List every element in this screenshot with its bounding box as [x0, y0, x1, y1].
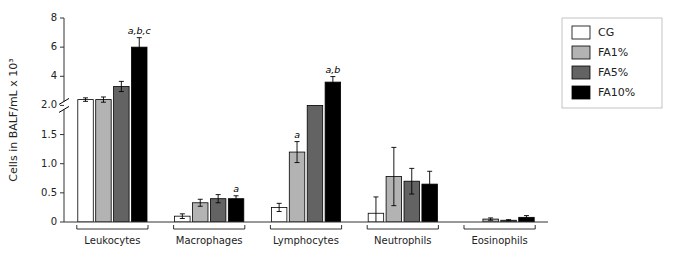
y-tick — [60, 192, 64, 193]
bar — [78, 100, 93, 222]
y-tick — [60, 163, 64, 164]
legend-frame — [562, 18, 662, 108]
y-tick — [60, 76, 64, 77]
category-bracket — [174, 225, 245, 229]
axis-break-mark — [59, 98, 69, 104]
category-bracket — [367, 225, 438, 229]
error-bar — [277, 203, 282, 211]
x-tick-label: Leukocytes — [84, 235, 140, 246]
y-tick-label: 6 — [51, 41, 57, 52]
y-tick — [60, 47, 64, 48]
bar — [307, 105, 322, 222]
chart: 0 0.5 1.0 1.5 2.0 4 6 8 Cells in BALF/mL x 10³ Le… — [0, 0, 678, 265]
category-bracket — [77, 225, 148, 229]
y-tick-label: 0 — [51, 216, 57, 227]
legend: CG FA1% FA5% FA10% — [562, 18, 662, 108]
error-bar — [373, 197, 378, 222]
legend-swatch — [572, 86, 590, 99]
x-tick-label: Macrophages — [176, 235, 243, 246]
error-bar — [216, 195, 221, 203]
error-bar — [101, 97, 106, 102]
error-bar — [119, 81, 124, 91]
legend-label: CG — [598, 26, 614, 39]
y-tick — [60, 222, 64, 223]
legend-label: FA1% — [598, 46, 628, 59]
error-bar — [488, 218, 493, 220]
y-axis-line — [64, 18, 65, 101]
y-tick — [60, 105, 64, 106]
bar — [96, 100, 111, 222]
error-bar — [180, 214, 185, 219]
legend-swatch — [572, 66, 590, 79]
y-tick-label: 8 — [51, 12, 57, 23]
error-bar — [295, 142, 300, 163]
x-tick-label: Lymphocytes — [273, 235, 339, 246]
annotation: a,b — [325, 64, 340, 75]
legend-swatch — [572, 26, 590, 39]
y-tick — [60, 134, 64, 135]
bar — [228, 199, 243, 222]
error-bar — [391, 147, 396, 205]
y-axis-label: Cells in BALF/mL x 10³ — [7, 58, 20, 181]
error-bar — [234, 196, 239, 202]
legend-swatch — [572, 46, 590, 59]
annotation: a — [294, 129, 300, 140]
legend-label: FA10% — [598, 86, 635, 99]
error-bar — [137, 38, 142, 57]
x-axis-line — [64, 222, 548, 223]
error-bar — [83, 98, 88, 101]
bar — [325, 82, 340, 222]
y-tick-label: 1.0 — [41, 158, 57, 169]
y-tick-label: 4 — [51, 70, 57, 81]
annotation: a,b,c — [128, 25, 152, 36]
error-bar — [198, 199, 203, 206]
legend-label: FA5% — [598, 66, 628, 79]
error-bar — [506, 220, 511, 221]
bars — [78, 38, 534, 222]
error-bar — [330, 77, 335, 88]
x-tick-label: Eosinophils — [471, 235, 527, 246]
category-bracket — [464, 225, 535, 229]
category-bracket — [270, 225, 341, 229]
bar — [114, 86, 129, 222]
axis-break-mark — [59, 106, 69, 112]
error-bar — [427, 171, 432, 197]
y-tick-label: 2.0 — [41, 99, 57, 110]
annotation: a — [233, 183, 239, 194]
y-axis-line — [64, 109, 65, 222]
bar — [132, 47, 147, 222]
y-tick-label: 1.5 — [41, 129, 57, 140]
y-tick — [60, 18, 64, 19]
error-bar — [409, 168, 414, 194]
x-tick-label: Neutrophils — [374, 235, 431, 246]
error-bar — [524, 216, 529, 219]
y-tick-label: 0.5 — [41, 187, 57, 198]
